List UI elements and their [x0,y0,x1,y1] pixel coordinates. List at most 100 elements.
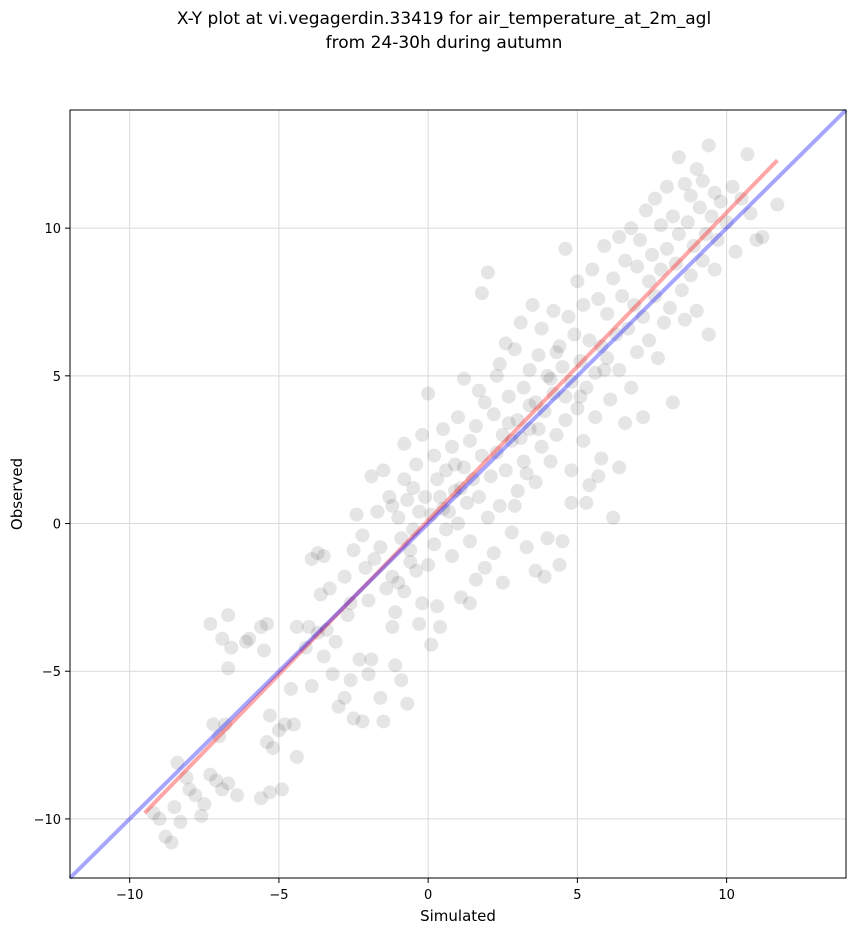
data-point [513,430,528,445]
data-point [528,395,543,410]
fit-line [143,158,779,815]
data-point [627,297,642,312]
data-point [274,782,289,797]
data-point [364,469,379,484]
data-point [573,389,588,404]
data-point [522,398,537,413]
data-point [624,380,639,395]
data-point [304,679,319,693]
data-point [653,262,668,277]
data-point [549,427,564,442]
data-point [507,498,522,513]
data-point [319,622,334,637]
data-point [459,495,474,510]
data-point [364,652,379,667]
data-point [277,717,292,732]
data-point [313,587,328,602]
data-point [606,510,621,525]
data-point [510,413,525,428]
data-point [409,457,424,472]
data-point [385,569,400,584]
data-point [656,315,671,330]
data-point [645,247,659,262]
y-tick-label: 0 [53,518,61,533]
data-point [683,268,698,283]
data-point [271,723,286,738]
data-point [445,439,460,454]
data-point [239,634,254,649]
data-point [436,501,451,516]
data-point [453,481,468,496]
data-point [385,498,400,513]
data-point [373,540,388,555]
data-point [325,667,340,682]
data-point [600,306,615,321]
data-point [427,448,442,463]
data-point [412,616,427,631]
data-point [340,608,355,623]
data-point [391,510,406,525]
data-point [603,392,618,407]
data-point [564,463,579,478]
data-point [480,265,495,280]
data-point [540,531,555,546]
data-point [146,806,161,821]
data-point [725,179,740,194]
data-point [158,829,173,844]
data-point [659,241,674,256]
data-point [558,413,573,428]
data-point [636,410,651,425]
data-point [492,357,507,372]
data-point [695,173,710,188]
data-point [415,596,430,611]
data-point [528,563,543,578]
data-point [206,717,221,732]
data-point [576,433,591,448]
data-point [642,274,657,289]
data-point [686,238,701,253]
data-point [468,572,483,587]
data-point [531,422,546,437]
data-point [480,510,495,525]
data-point [388,605,403,620]
data-point [546,386,561,401]
data-point [316,649,331,664]
data-point [218,717,233,732]
data-point [412,504,427,519]
scatter-points [146,138,785,850]
x-tick-label: 5 [573,888,581,903]
reference-lines [68,108,848,880]
data-point [555,534,570,549]
data-point [343,596,358,611]
data-point [331,699,346,714]
data-point [451,410,465,425]
chart-title: X-Y plot at vi.vegagerdin.33419 for air_… [177,9,711,29]
data-point [495,575,510,590]
data-point [197,797,212,812]
data-point [639,203,654,218]
x-axis-label: Simulated [420,907,496,925]
data-point [483,469,498,484]
data-point [633,232,648,247]
data-point [525,297,540,312]
data-point [436,422,451,437]
data-point [683,188,698,203]
plot-area-frame [69,109,847,879]
data-point [701,138,716,153]
data-point [182,782,197,797]
data-point [618,253,633,268]
data-point [582,333,597,348]
data-point [588,410,603,425]
data-point [474,286,489,301]
y-tick-label: 5 [53,370,61,385]
data-point [409,563,424,578]
data-point [477,560,492,575]
data-point [740,147,755,162]
data-point [573,354,588,369]
data-point [355,714,370,729]
data-point [677,176,692,191]
data-point [262,708,277,723]
data-point [558,241,573,256]
data-point [501,416,516,431]
data-point [403,554,418,569]
